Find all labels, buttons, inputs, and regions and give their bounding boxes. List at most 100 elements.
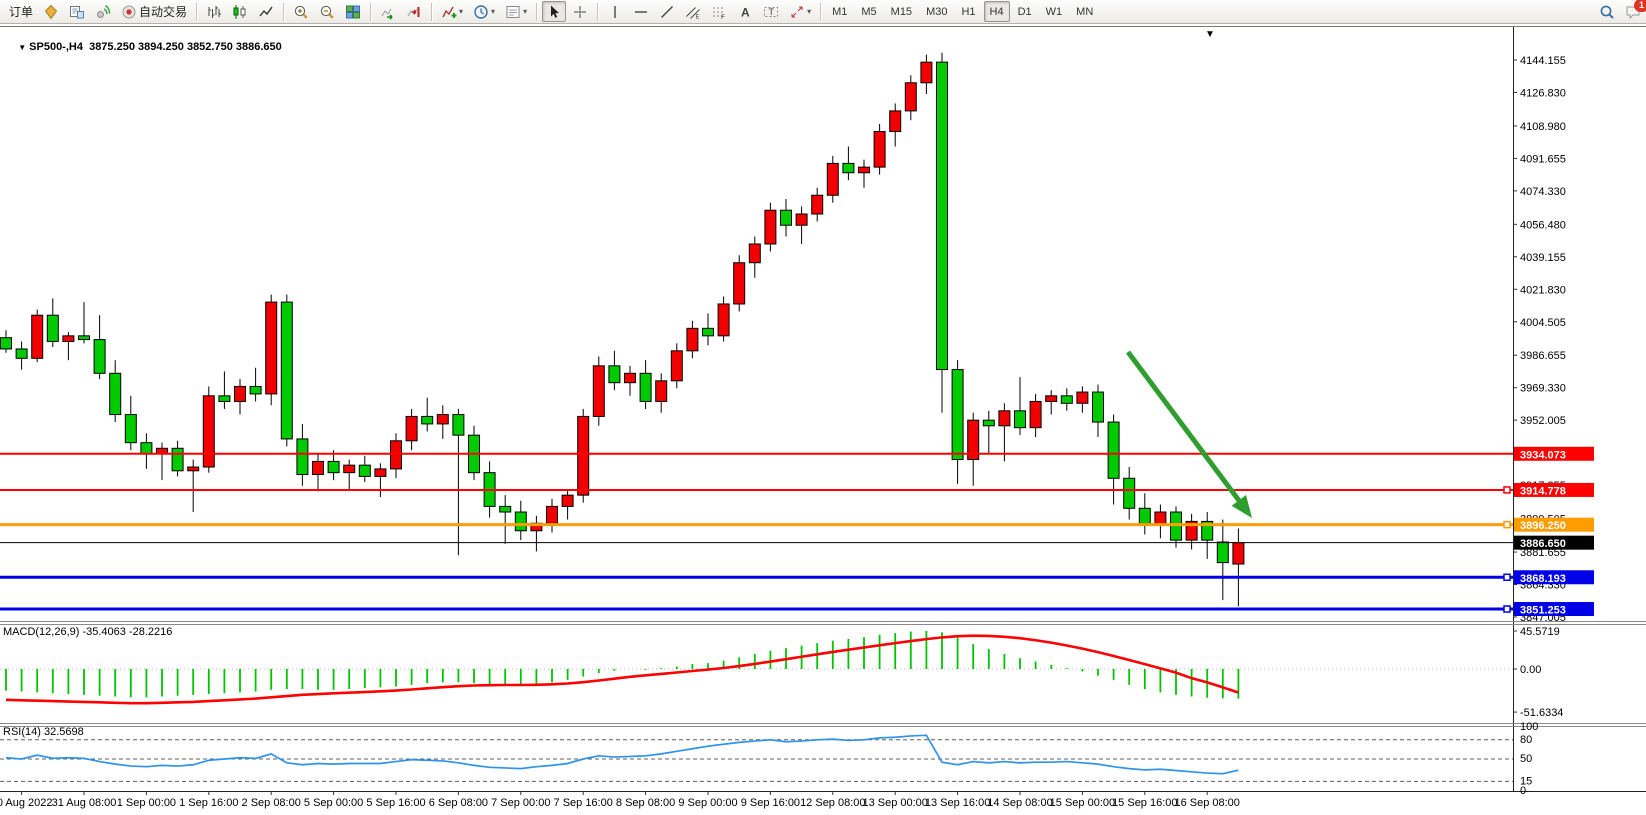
tf-mn-label: MN bbox=[1076, 5, 1094, 18]
new-order-button[interactable] bbox=[39, 1, 63, 22]
toolbar-separator bbox=[196, 2, 198, 21]
chevron-down-icon[interactable]: ▾ bbox=[491, 6, 496, 16]
candle bbox=[577, 408, 590, 503]
candle bbox=[936, 52, 948, 413]
candlestick-chart-icon bbox=[233, 4, 246, 19]
time-tick-label: 8 Sep 08:00 bbox=[616, 797, 675, 809]
channel-button[interactable]: E bbox=[681, 1, 705, 22]
tf-m1-button[interactable]: M1 bbox=[826, 1, 853, 22]
macd-indicator-label: MACD(12,26,9) -35.4063 -28.2216 bbox=[3, 626, 173, 638]
time-tick-label: 7 Sep 16:00 bbox=[554, 797, 613, 809]
candle bbox=[358, 455, 371, 483]
time-tick-label: 15 Sep 00:00 bbox=[1050, 797, 1115, 809]
notification-badge: 1 bbox=[1634, 0, 1646, 12]
candle bbox=[530, 515, 543, 552]
chart-profile-button[interactable] bbox=[65, 1, 89, 22]
bar-chart-button[interactable] bbox=[202, 1, 226, 22]
candle bbox=[1154, 504, 1167, 539]
indicators-icon bbox=[442, 6, 457, 18]
orders-button[interactable]: 订单 bbox=[5, 1, 37, 22]
toolbar-separator bbox=[431, 2, 433, 21]
price-tick-label: 3969.330 bbox=[1520, 383, 1566, 395]
text-label-button[interactable]: T bbox=[759, 1, 783, 22]
fibonacci-button[interactable]: F bbox=[707, 1, 731, 22]
candlestick-chart: 4144.155 4126.830 4108.980 4091.655 4074.330… bbox=[0, 26, 1646, 809]
tf-w1-button[interactable]: W1 bbox=[1040, 1, 1069, 22]
tf-m15-label: M15 bbox=[890, 5, 913, 18]
chart-title: SP500-,H4 3875.250 3894.250 3852.750 388… bbox=[29, 41, 282, 53]
candle bbox=[265, 294, 278, 406]
chevron-down-icon[interactable]: ▾ bbox=[807, 6, 812, 16]
horizontal-line-button[interactable] bbox=[629, 1, 653, 22]
candle bbox=[1045, 390, 1058, 415]
price-line-label: 3914.778 bbox=[1503, 482, 1594, 497]
tf-d1-button[interactable]: D1 bbox=[1012, 1, 1038, 22]
tf-m5-button[interactable]: M5 bbox=[855, 1, 882, 22]
candle bbox=[234, 378, 246, 415]
candle bbox=[1123, 467, 1136, 520]
auto-scroll-button[interactable] bbox=[376, 1, 400, 22]
candle bbox=[171, 440, 184, 477]
price-line-label: 3851.253 bbox=[1503, 602, 1594, 617]
periods-button[interactable]: ▾ bbox=[469, 1, 499, 22]
rsi-scale-label: 80 bbox=[1520, 734, 1532, 746]
auto-scroll-icon bbox=[381, 8, 393, 20]
tf-h1-button[interactable]: H1 bbox=[955, 1, 981, 22]
tf-m15-button[interactable]: M15 bbox=[885, 1, 918, 22]
candle bbox=[717, 296, 730, 342]
toolbar: 订单 自动交易 ▾ ▾ ▾ E F A T ▾ M1 M5 M15 M30 H1 H4 D1 W1 MN 1 bbox=[0, 0, 1646, 24]
time-tick-label: 13 Sep 00:00 bbox=[862, 797, 927, 809]
toolbar-separator bbox=[820, 2, 822, 21]
line-chart-button[interactable] bbox=[254, 1, 278, 22]
chart-end-marker: ▼ bbox=[1205, 29, 1215, 40]
tf-h1-label: H1 bbox=[961, 5, 976, 18]
candle bbox=[546, 498, 558, 533]
chart-shift-button[interactable] bbox=[402, 1, 426, 22]
chevron-down-icon[interactable]: ▾ bbox=[523, 6, 528, 16]
arrows-button[interactable]: ▾ bbox=[785, 1, 815, 22]
candle bbox=[951, 360, 964, 484]
search-button[interactable] bbox=[1595, 1, 1619, 22]
trendline-button[interactable] bbox=[655, 1, 679, 22]
collapse-ohlc-icon[interactable]: ▼ bbox=[18, 43, 27, 52]
time-tick-label: 14 Sep 08:00 bbox=[987, 797, 1052, 809]
crosshair-icon bbox=[574, 5, 587, 18]
candle bbox=[1216, 519, 1229, 601]
crosshair-button[interactable] bbox=[568, 1, 592, 22]
chat-button[interactable]: 1 bbox=[1621, 0, 1646, 22]
cursor-button[interactable] bbox=[542, 1, 567, 22]
tf-mn-button[interactable]: MN bbox=[1070, 1, 1099, 22]
tile-windows-button[interactable] bbox=[341, 1, 365, 22]
text-button[interactable]: A bbox=[733, 1, 757, 22]
indicators-button[interactable]: ▾ bbox=[437, 1, 467, 22]
templates-button[interactable]: ▾ bbox=[501, 1, 531, 22]
tf-d1-label: D1 bbox=[1017, 5, 1032, 18]
price-tick-label: 4004.505 bbox=[1520, 317, 1566, 329]
candle bbox=[405, 408, 418, 451]
rsi-scale-label: 100 bbox=[1520, 721, 1538, 733]
search-icon bbox=[1600, 5, 1614, 19]
signals-button[interactable] bbox=[91, 1, 115, 22]
candle bbox=[312, 453, 324, 492]
price-tick-label: 4039.155 bbox=[1520, 252, 1566, 264]
autotrade-button[interactable]: 自动交易 bbox=[117, 1, 191, 22]
tf-m30-button[interactable]: M30 bbox=[920, 1, 953, 22]
price-line-label: 3868.193 bbox=[1503, 570, 1594, 585]
candlestick-chart-button[interactable] bbox=[228, 1, 252, 22]
price-line-label: 3934.073 bbox=[1514, 446, 1594, 461]
candle bbox=[218, 371, 231, 409]
candle bbox=[967, 412, 980, 486]
trend-arrow-annotation[interactable] bbox=[1125, 350, 1252, 518]
vertical-line-button[interactable] bbox=[603, 1, 627, 22]
tf-h4-button[interactable]: H4 bbox=[983, 1, 1010, 22]
zoom-out-button[interactable] bbox=[315, 1, 339, 22]
bar-chart-icon bbox=[208, 5, 222, 18]
toolbar-separator bbox=[283, 2, 285, 21]
rsi-scale-label: 0 bbox=[1520, 785, 1526, 797]
orders-label: 订单 bbox=[9, 5, 34, 19]
price-tick-label: 4074.330 bbox=[1520, 186, 1566, 198]
chevron-down-icon[interactable]: ▾ bbox=[459, 6, 464, 16]
candle bbox=[1232, 528, 1245, 607]
zoom-in-button[interactable] bbox=[289, 1, 313, 22]
